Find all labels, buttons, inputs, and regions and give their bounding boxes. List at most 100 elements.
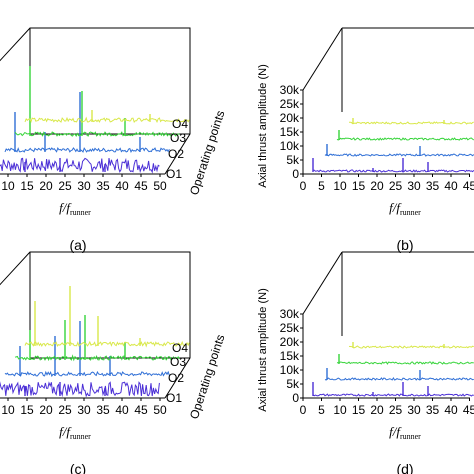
x-tick-label: 45 [134,179,148,193]
x-tick-label: 20 [39,179,53,193]
x-tick-label: 10 [1,403,15,417]
y-tick-label: 5k [286,377,300,391]
x-tick-label: 15 [352,403,366,417]
x-tick-label: 30 [407,179,421,193]
x-tick-label: 40 [115,179,129,193]
x-axis-label-sub: runner [70,432,91,441]
op-label-O4: O4 [172,341,188,355]
back-edge-diagonal [302,251,343,315]
y-tick-label: 10k [280,363,300,377]
y-tick-label: 0 [292,391,299,405]
x-tick-label: 45 [463,403,474,417]
op-label-O4: O4 [172,117,188,131]
x-tick-label: 30 [77,403,91,417]
x-tick-label: 15 [352,179,366,193]
x-tick-label: 25 [58,179,72,193]
x-tick-label: 35 [426,179,440,193]
panel-label: (a) [69,237,86,253]
y-tick-label: 20k [280,111,300,125]
x-tick-label: 25 [389,179,403,193]
series-O2-trace [4,147,170,154]
x-tick-label: 45 [463,179,474,193]
series-O3-trace [336,137,474,141]
x-axis-label-sub: runner [400,208,421,217]
op-label-O2: O2 [168,371,184,385]
y-tick-label: 5k [286,153,300,167]
x-tick-label: 30 [77,179,91,193]
operating-points-label: Operating points [187,333,228,421]
y-axis-label: Axial thrust amplitude (N) [257,64,269,188]
x-tick-label: 20 [370,403,384,417]
panel-label: (c) [70,461,86,474]
series-O4-trace [348,121,474,125]
x-tick-label: 15 [20,179,34,193]
series-O1-trace [0,157,160,174]
op-label-O3: O3 [170,355,186,369]
y-tick-label: 30k [280,307,300,321]
series-O3-trace [336,361,474,365]
series-O2-trace [324,377,474,381]
x-tick-label: 20 [370,179,384,193]
panel-label: (d) [396,461,413,474]
back-edge-diagonal [302,27,343,91]
series-O3-trace [14,131,180,138]
x-axis-label-f: f/f [59,424,72,439]
series-O4-trace [24,116,190,124]
x-tick-label: 20 [39,403,53,417]
op-label-O2: O2 [168,147,184,161]
series-O1-trace [312,169,474,173]
op-label-O1: O1 [166,391,182,405]
back-frame [0,251,191,399]
y-tick-label: 30k [280,83,300,97]
series-O3-trace [14,354,180,362]
x-axis-label-sub: runner [400,432,421,441]
x-tick-label: 50 [153,179,167,193]
panel-label: (b) [396,237,413,253]
x-tick-label: 10 [333,403,347,417]
x-axis-label: f/frunner [59,424,91,441]
op-label-O3: O3 [170,131,186,145]
x-tick-label: 15 [20,403,34,417]
series-O2-trace [324,153,474,157]
x-tick-label: 50 [153,403,167,417]
x-tick-label: 0 [300,403,307,417]
y-tick-label: 15k [280,125,300,139]
x-tick-label: 10 [333,179,347,193]
x-tick-label: 30 [407,403,421,417]
x-axis-label-f: f/f [389,424,402,439]
x-tick-label: 40 [444,179,458,193]
series-O1-trace [312,393,474,397]
operating-points-label: Operating points [187,109,228,197]
series-O4-trace [348,345,474,349]
x-axis-label-f: f/f [59,200,72,215]
x-tick-label: 5 [318,179,325,193]
x-tick-label: 35 [426,403,440,417]
x-axis-label: f/frunner [389,424,421,441]
x-tick-label: 25 [58,403,72,417]
series-O2-trace [4,370,170,378]
x-tick-label: 0 [300,179,307,193]
series-O4-trace [24,340,190,348]
x-tick-label: 35 [96,179,110,193]
x-axis-label-sub: runner [70,208,91,217]
y-tick-label: 15k [280,349,300,363]
x-axis-label-f: f/f [389,200,402,215]
x-tick-label: 40 [115,403,129,417]
series-O1-trace [0,381,160,398]
x-tick-label: 10 [1,179,15,193]
y-tick-label: 10k [280,139,300,153]
x-tick-label: 40 [444,403,458,417]
y-tick-label: 20k [280,335,300,349]
y-axis-label: Axial thrust amplitude (N) [257,288,269,412]
y-tick-label: 25k [280,97,300,111]
y-tick-label: 25k [280,321,300,335]
x-tick-label: 35 [96,403,110,417]
x-tick-label: 45 [134,403,148,417]
x-tick-label: 25 [389,403,403,417]
y-tick-label: 0 [292,167,299,181]
